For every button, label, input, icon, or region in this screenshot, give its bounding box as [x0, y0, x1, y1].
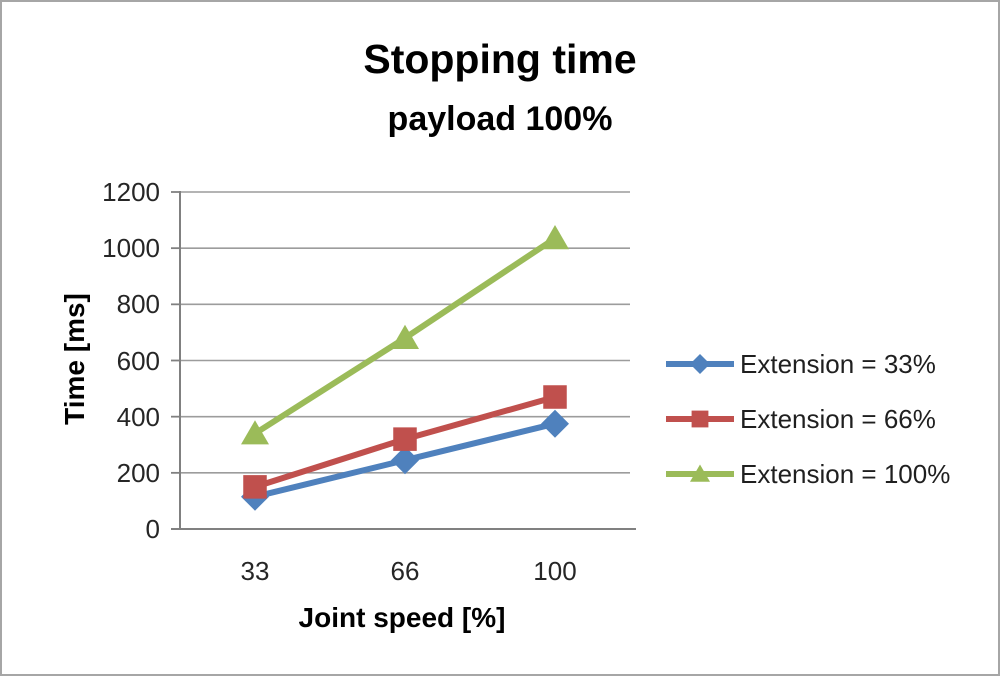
legend-item: Extension = 66% — [666, 402, 950, 436]
legend-item: Extension = 100% — [666, 457, 950, 491]
x-tick-label: 100 — [533, 556, 577, 586]
x-axis-title: Joint speed [%] — [298, 602, 506, 633]
legend-marker-square-icon — [666, 410, 734, 428]
legend-marker-triangle-icon — [666, 464, 734, 482]
y-axis-title: Time [ms] — [59, 293, 90, 425]
x-tick-label: 66 — [390, 556, 420, 586]
legend-marker-diamond-icon — [666, 354, 734, 374]
y-tick-label: 600 — [116, 345, 160, 376]
x-tick-label: 33 — [240, 556, 270, 586]
legend-item: Extension = 33% — [666, 347, 950, 381]
y-tick-label: 1200 — [102, 177, 160, 207]
legend-label: Extension = 100% — [740, 458, 951, 489]
y-tick-label: 400 — [116, 401, 160, 432]
legend: Extension = 33% Extension = 66% Extensio… — [666, 347, 950, 491]
y-tick-label: 0 — [145, 514, 160, 544]
y-tick-label: 1000 — [102, 233, 160, 264]
y-tick-label: 200 — [116, 457, 160, 488]
chart-subtitle: payload 100% — [387, 100, 613, 138]
legend-label: Extension = 66% — [740, 403, 936, 434]
chart-title: Stopping time — [363, 36, 637, 82]
y-tick-label: 800 — [116, 289, 160, 320]
legend-label: Extension = 33% — [740, 348, 936, 379]
